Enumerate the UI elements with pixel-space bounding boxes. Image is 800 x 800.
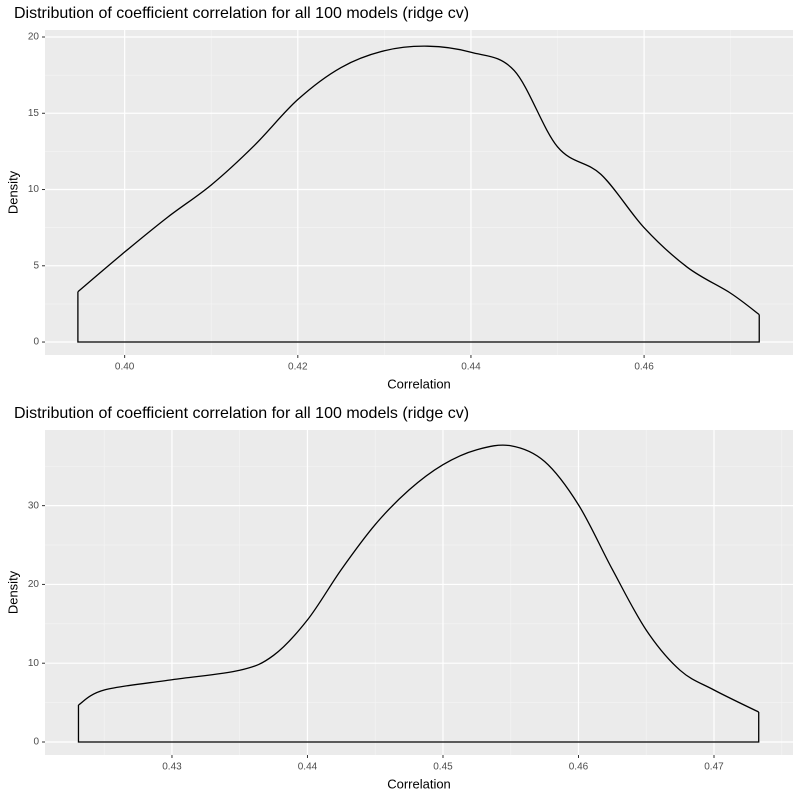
chart-title: Distribution of coefficient correlation …	[14, 5, 469, 22]
x-axis-label: Correlation	[387, 776, 451, 791]
x-tick-label: 0.47	[704, 762, 724, 773]
y-tick-label: 20	[28, 579, 40, 590]
density-line	[77, 45, 760, 316]
y-tick-label: 10	[28, 658, 40, 669]
y-axis-label: Density	[5, 170, 20, 214]
y-axis-label: Density	[5, 570, 20, 614]
density-outline	[77, 291, 760, 343]
y-tick-label: 0	[33, 737, 39, 748]
chart-title: Distribution of coefficient correlation …	[14, 405, 469, 422]
x-tick-label: 0.44	[461, 362, 481, 373]
y-tick-label: 30	[28, 500, 40, 511]
x-tick-label: 0.42	[288, 362, 308, 373]
x-tick-label: 0.44	[298, 762, 318, 773]
density-line	[78, 444, 760, 713]
x-tick-label: 0.46	[634, 362, 654, 373]
panel	[45, 30, 793, 355]
y-tick-label: 10	[28, 184, 40, 195]
x-tick-label: 0.43	[162, 762, 182, 773]
y-tick-label: 15	[28, 108, 40, 119]
panel	[45, 430, 793, 755]
x-axis-label: Correlation	[387, 376, 451, 391]
x-tick-label: 0.46	[569, 762, 589, 773]
y-tick-label: 5	[33, 260, 39, 271]
density-outline	[77, 704, 760, 743]
x-tick-label: 0.40	[115, 362, 135, 373]
x-tick-label: 0.45	[433, 762, 453, 773]
y-tick-label: 20	[28, 32, 40, 43]
y-tick-label: 0	[33, 337, 39, 348]
